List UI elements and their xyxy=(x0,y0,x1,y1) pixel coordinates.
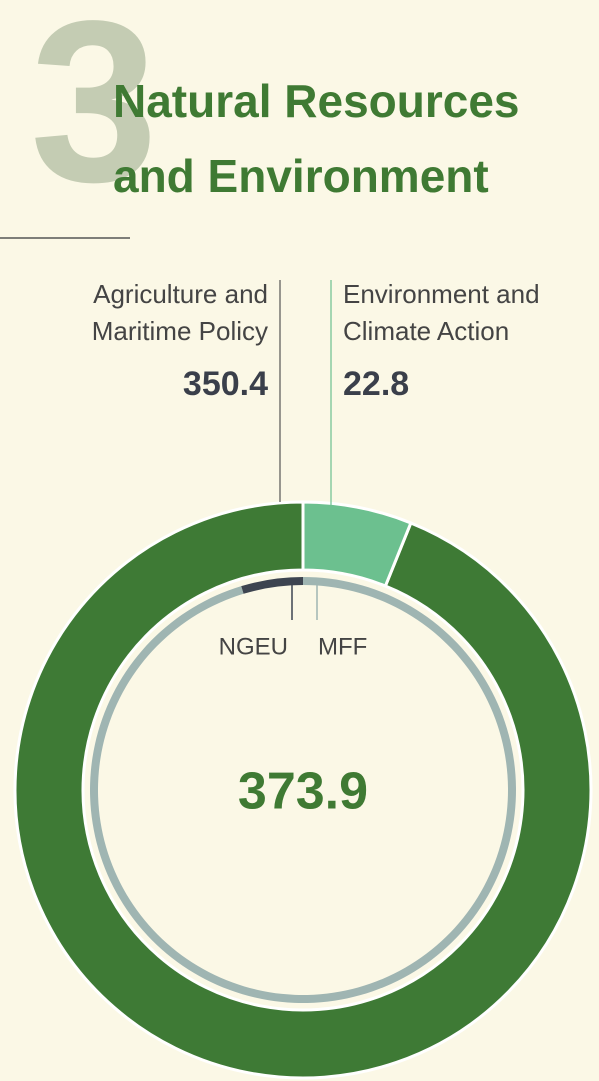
value-label: 350.4 xyxy=(183,365,268,403)
donut-segment xyxy=(301,500,413,588)
inner-label: MFF xyxy=(318,633,367,660)
category-label: Environment and xyxy=(343,279,540,309)
title-line: and Environment xyxy=(113,150,489,202)
category-label: Agriculture and xyxy=(93,279,268,309)
title-line: Natural Resources xyxy=(113,75,520,127)
value-label: 22.8 xyxy=(343,365,409,403)
donut-segment xyxy=(13,500,593,1080)
total-label: 373.9 xyxy=(238,763,368,821)
inner-label: NGEU xyxy=(219,633,288,660)
category-label: Climate Action xyxy=(343,316,509,346)
category-label: Maritime Policy xyxy=(92,316,268,346)
heading-number: 3 xyxy=(30,0,158,230)
inner-segment xyxy=(241,577,303,594)
